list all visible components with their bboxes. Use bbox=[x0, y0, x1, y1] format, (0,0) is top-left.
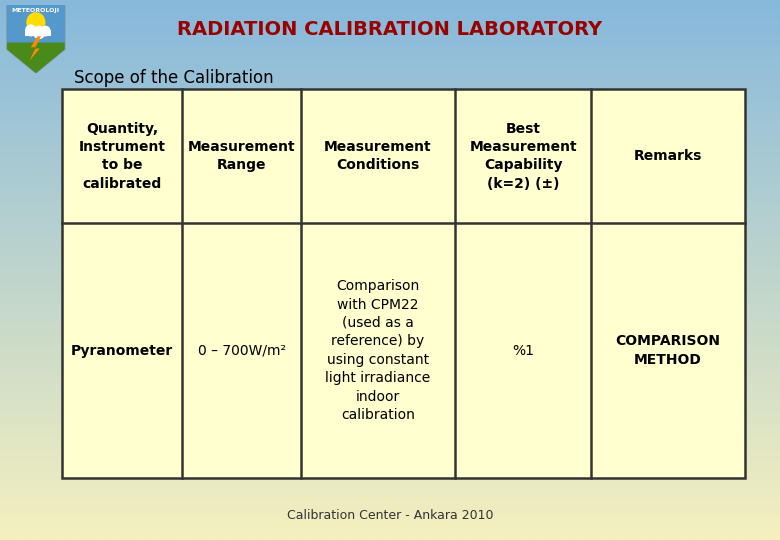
Circle shape bbox=[41, 25, 51, 36]
Bar bbox=[62, 89, 745, 478]
Text: Measurement
Range: Measurement Range bbox=[188, 140, 296, 172]
Text: Pyranometer: Pyranometer bbox=[71, 343, 173, 357]
Text: RADIATION CALIBRATION LABORATORY: RADIATION CALIBRATION LABORATORY bbox=[177, 20, 603, 39]
Text: %1: %1 bbox=[512, 343, 534, 357]
Text: COMPARISON
METHOD: COMPARISON METHOD bbox=[615, 334, 721, 367]
Text: 0 – 700W/m²: 0 – 700W/m² bbox=[197, 343, 285, 357]
Circle shape bbox=[33, 25, 45, 39]
Text: Calibration Center - Ankara 2010: Calibration Center - Ankara 2010 bbox=[287, 509, 493, 522]
Text: Quantity,
Instrument
to be
calibrated: Quantity, Instrument to be calibrated bbox=[79, 122, 165, 191]
Text: Best
Measurement
Capability
(k=2) (±): Best Measurement Capability (k=2) (±) bbox=[470, 122, 577, 191]
Circle shape bbox=[27, 12, 45, 32]
Text: METEOROLOJI: METEOROLOJI bbox=[12, 8, 60, 13]
Bar bbox=[25, 30, 51, 36]
Circle shape bbox=[25, 24, 37, 36]
Text: Measurement
Conditions: Measurement Conditions bbox=[324, 140, 432, 172]
Polygon shape bbox=[7, 5, 65, 43]
Text: Scope of the Calibration: Scope of the Calibration bbox=[74, 69, 274, 87]
Polygon shape bbox=[30, 36, 41, 60]
Text: Remarks: Remarks bbox=[634, 149, 702, 163]
Polygon shape bbox=[7, 43, 65, 73]
Polygon shape bbox=[7, 5, 65, 73]
Text: Comparison
with CPM22
(used as a
reference) by
using constant
light irradiance
i: Comparison with CPM22 (used as a referen… bbox=[325, 279, 431, 422]
